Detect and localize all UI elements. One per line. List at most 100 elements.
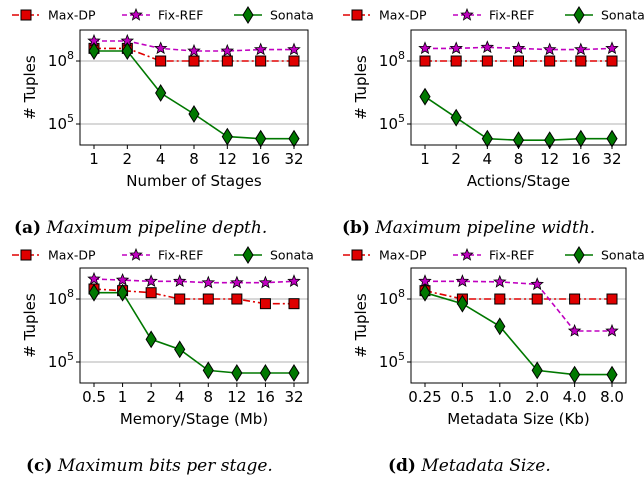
legend-label: Sonata [601, 248, 644, 263]
data-point [188, 55, 200, 67]
x-tick-label: 16 [256, 388, 275, 406]
series-line [425, 280, 612, 332]
x-tick-label: 4.0 [563, 388, 587, 406]
data-point [231, 364, 243, 382]
legend-label: Sonata [601, 8, 644, 23]
legend-marker [20, 249, 32, 261]
data-point [605, 323, 619, 337]
data-point [187, 43, 201, 57]
data-point [569, 293, 581, 305]
chart-panel-d: 105 108 0.25 0.5 1.0 2.0 4.0 8.0 Metadata Size (… [352, 267, 627, 428]
data-point [419, 87, 431, 106]
legend-label: Sonata [270, 8, 314, 23]
caption-d-text: Metadata Size. [421, 456, 551, 476]
legend-label: Max-DP [48, 248, 96, 263]
legend-label: Sonata [270, 248, 314, 263]
data-point [494, 317, 506, 336]
data-point [115, 273, 130, 286]
legend-marker [129, 7, 143, 21]
data-point [481, 129, 493, 148]
data-point [513, 55, 524, 67]
x-axis-label: Actions/Stage [467, 172, 570, 190]
caption-b-text: Maximum pipeline width. [375, 218, 596, 238]
legend-entry: Fix-REF [453, 248, 534, 263]
data-point [88, 42, 100, 60]
caption-c-text: Maximum bits per stage. [57, 456, 273, 476]
legend-label: Max-DP [379, 248, 427, 263]
data-point [418, 41, 432, 55]
x-tick-label: 4 [156, 150, 166, 168]
data-point [605, 41, 619, 55]
x-tick-label: 16 [571, 150, 590, 168]
legend-label: Fix-REF [489, 248, 534, 263]
data-point [221, 127, 233, 146]
legend-entry: Sonata [234, 6, 314, 24]
series-line [93, 278, 295, 284]
series-fix-ref [418, 274, 619, 337]
data-point [259, 364, 272, 382]
legend-entry: Sonata [565, 6, 644, 24]
x-tick-label: 1.0 [488, 388, 512, 406]
series-max-dp [419, 55, 618, 67]
data-point [172, 274, 187, 287]
y-tick-label: 108 [379, 49, 405, 70]
x-tick-label: 1 [89, 150, 99, 168]
caption-a-text: Maximum pipeline depth. [46, 218, 268, 238]
legend-entry: Max-DP [12, 248, 96, 263]
legend-entry: Sonata [234, 246, 314, 264]
legend-3: Max-DP Fix-REF Sonata [343, 246, 644, 264]
legend-label: Fix-REF [158, 248, 203, 263]
legend-label: Fix-REF [489, 8, 534, 23]
plot-frame [79, 267, 309, 384]
data-point [511, 41, 526, 55]
x-tick-label: 4 [175, 388, 185, 406]
data-point [480, 40, 495, 54]
data-point [258, 275, 273, 289]
data-point [144, 274, 158, 287]
data-point [606, 293, 618, 305]
x-tick-label: 32 [602, 150, 621, 168]
series-sonata [419, 283, 618, 384]
data-point [575, 55, 587, 67]
data-point [287, 42, 301, 56]
data-point [202, 361, 214, 380]
data-point [544, 55, 556, 67]
legend-entry: Sonata [565, 246, 644, 264]
data-point [220, 43, 235, 57]
data-point [230, 275, 244, 289]
data-point [174, 340, 186, 359]
legend-marker [460, 247, 474, 261]
x-tick-label: 1 [420, 150, 430, 168]
data-point [259, 298, 271, 310]
data-point [569, 365, 581, 384]
legend-marker [351, 249, 363, 261]
caption-a: (a) Maximum pipeline depth. [14, 218, 267, 238]
series-max-dp [419, 285, 618, 305]
data-point [606, 129, 618, 148]
data-point [253, 42, 268, 56]
data-point [153, 41, 168, 55]
data-point [188, 105, 200, 123]
x-tick-label: 2 [451, 150, 461, 168]
series-line [424, 291, 612, 376]
data-point [231, 293, 243, 305]
caption-c-label: (c) [26, 456, 53, 476]
legend-entry: Max-DP [12, 8, 96, 23]
x-tick-label: 8 [189, 150, 199, 168]
series-sonata [88, 42, 300, 148]
legend-marker [460, 7, 474, 21]
legend-label: Fix-REF [158, 8, 203, 23]
plot-frame [410, 267, 627, 384]
data-point [419, 283, 431, 302]
data-point [116, 283, 129, 302]
data-point [493, 274, 507, 288]
data-point [87, 271, 101, 285]
y-tick-label: 108 [379, 287, 405, 308]
data-point [145, 287, 157, 299]
data-point [531, 361, 543, 380]
x-tick-label: 2.0 [525, 388, 549, 406]
legend-marker [242, 246, 254, 264]
legend-marker [573, 6, 585, 24]
series-line [424, 289, 612, 300]
